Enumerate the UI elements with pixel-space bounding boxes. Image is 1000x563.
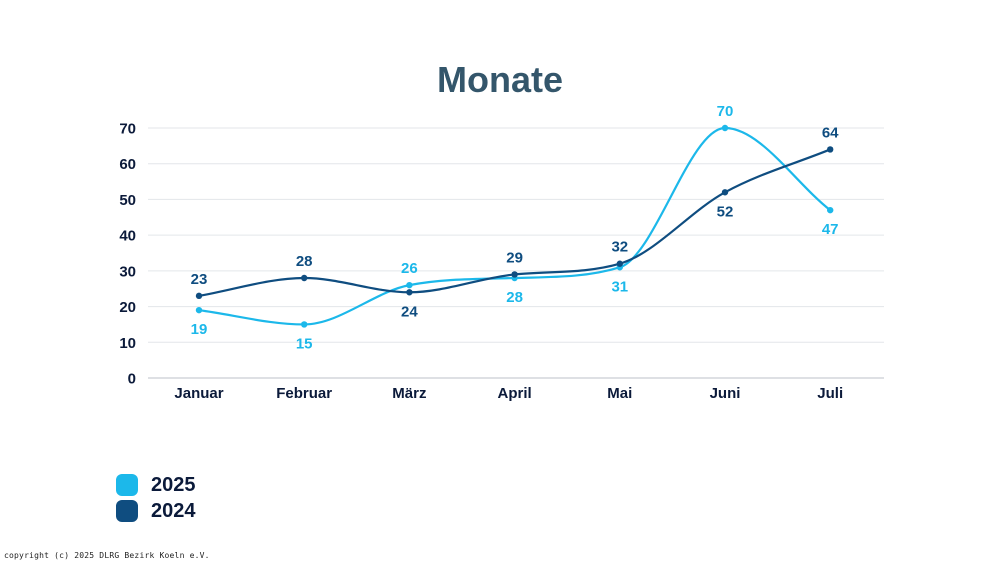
y-tick-label: 60 (119, 156, 136, 173)
gridlines (148, 127, 884, 379)
data-label-2025: 19 (191, 321, 208, 338)
x-tick-label: Juni (710, 385, 741, 402)
x-tick-label: April (498, 385, 532, 402)
data-point-2024 (406, 289, 413, 296)
legend-label: 2024 (151, 499, 196, 522)
x-tick-label: Februar (276, 385, 332, 402)
series-points (195, 124, 834, 328)
data-point-2024 (827, 146, 834, 153)
y-tick-label: 70 (119, 121, 136, 138)
data-labels: 19 15 26 28 31 70 47 23 28 24 29 32 52 64 (191, 103, 840, 352)
x-axis-ticks: Januar Februar März April Mai Juni Juli (174, 385, 843, 402)
legend: 2025 2024 (116, 472, 196, 524)
data-point-2025 (406, 281, 413, 289)
y-tick-label: 0 (128, 371, 136, 388)
data-label-2024: 64 (822, 124, 839, 141)
y-tick-label: 10 (119, 335, 136, 352)
y-tick-label: 20 (119, 299, 136, 316)
data-label-2025: 15 (296, 335, 313, 352)
data-point-2025 (301, 321, 308, 328)
y-axis-ticks: 0 10 20 30 40 50 60 70 (119, 121, 136, 388)
data-point-2024 (511, 271, 518, 278)
data-label-2024: 29 (506, 249, 523, 266)
data-point-2024 (301, 274, 308, 282)
data-point-2024 (616, 260, 623, 267)
data-label-2024: 23 (191, 271, 208, 288)
data-label-2025: 28 (506, 289, 523, 306)
legend-item-2024: 2024 (116, 498, 196, 524)
y-tick-label: 40 (119, 228, 136, 245)
x-tick-label: Januar (174, 385, 223, 402)
data-point-2024 (195, 292, 203, 300)
x-tick-label: März (392, 385, 426, 402)
data-label-2025: 47 (822, 221, 839, 238)
legend-label: 2025 (151, 473, 196, 496)
legend-swatch-2025 (116, 474, 138, 496)
data-point-2024 (721, 189, 729, 196)
legend-swatch-2024 (116, 500, 138, 522)
y-tick-label: 50 (119, 192, 136, 209)
data-label-2025: 31 (611, 278, 628, 295)
data-label-2024: 52 (717, 203, 734, 220)
copyright-notice: copyright (c) 2025 DLRG Bezirk Koeln e.V… (4, 551, 210, 560)
data-label-2024: 32 (611, 239, 628, 256)
data-point-2025 (721, 124, 729, 132)
x-tick-label: Mai (607, 385, 632, 402)
y-tick-label: 30 (119, 263, 136, 280)
data-label-2024: 24 (401, 303, 418, 320)
data-label-2025: 70 (717, 103, 734, 120)
data-point-2025 (827, 206, 834, 214)
data-label-2024: 28 (296, 253, 313, 270)
data-label-2025: 26 (401, 260, 418, 277)
data-point-2025 (195, 306, 203, 314)
x-tick-label: Juli (817, 385, 843, 402)
chart-title: Monate (437, 59, 563, 100)
legend-item-2025: 2025 (116, 472, 196, 498)
